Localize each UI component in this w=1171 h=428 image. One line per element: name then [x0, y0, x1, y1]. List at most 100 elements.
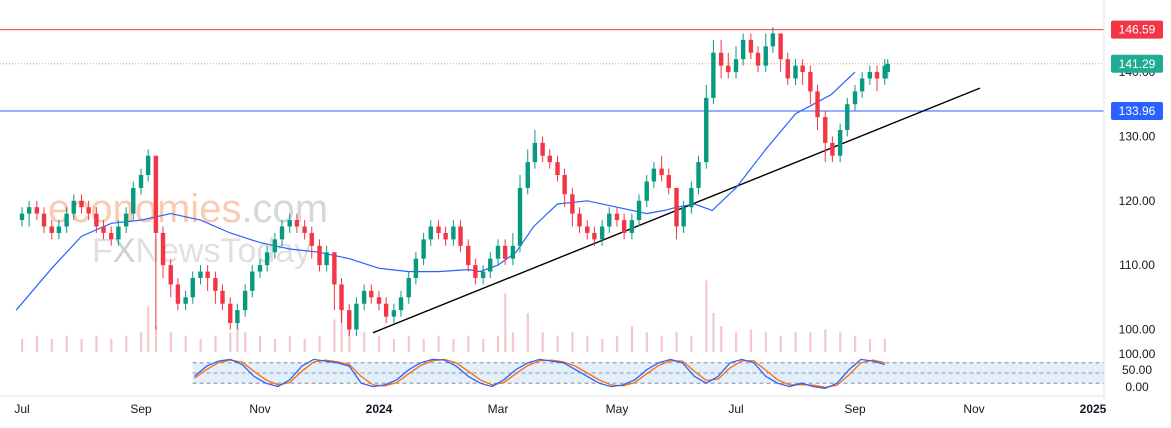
stochastic-tick-label: 100.00 — [1119, 347, 1156, 361]
candle — [517, 175, 523, 253]
candle-body — [94, 213, 99, 227]
candle — [94, 207, 99, 233]
candle-body — [41, 213, 47, 227]
candle-body — [101, 226, 106, 233]
candle — [49, 220, 54, 240]
stochastic-k-line — [194, 358, 885, 389]
candle-body — [726, 65, 731, 73]
candle — [376, 290, 382, 311]
candle — [740, 33, 746, 66]
candle — [34, 200, 40, 221]
candle-body — [733, 59, 739, 73]
candle — [867, 65, 873, 85]
candle — [398, 290, 404, 317]
candle — [324, 245, 329, 272]
candle-body — [183, 297, 188, 304]
candle-body — [116, 226, 121, 240]
candle-body — [398, 297, 404, 311]
candle-body — [882, 65, 887, 79]
candle — [733, 46, 739, 79]
time-tick-label: Nov — [249, 402, 270, 416]
candle-body — [235, 310, 240, 324]
candle-body — [272, 239, 278, 253]
candle — [577, 207, 582, 233]
time-tick-label: May — [606, 402, 629, 416]
candle — [153, 155, 159, 330]
candle-body — [34, 207, 40, 214]
candle — [421, 232, 426, 266]
candle — [770, 27, 776, 53]
watermark-sub-f: F — [92, 232, 113, 270]
candle — [235, 303, 240, 330]
stochastic-oscillator — [192, 358, 1105, 389]
volume-bar — [735, 332, 738, 352]
candle-body — [585, 226, 590, 233]
volume-bar — [541, 332, 544, 352]
candle-body — [64, 213, 69, 227]
candle-body — [562, 175, 567, 195]
candle-body — [748, 39, 754, 53]
price-level-tag-label: 146.59 — [1119, 23, 1156, 37]
candle — [272, 232, 278, 259]
volume-bar — [184, 335, 187, 352]
watermark-brand-suffix: .com — [241, 187, 328, 231]
candle — [644, 175, 649, 208]
candle — [220, 284, 225, 311]
candle-body — [651, 168, 657, 182]
candle — [101, 220, 106, 240]
candle — [808, 65, 813, 105]
candle — [428, 220, 433, 246]
time-tick-label: Mar — [488, 402, 509, 416]
candle — [629, 213, 635, 240]
candle-body — [532, 142, 538, 163]
candle — [495, 239, 501, 266]
candle-body — [644, 181, 649, 201]
candle-body — [466, 245, 471, 266]
candle-body — [495, 245, 501, 259]
candle — [79, 194, 84, 214]
price-level-tag — [1111, 101, 1163, 120]
candle — [242, 284, 248, 317]
candle-body — [837, 129, 843, 156]
candle — [540, 136, 545, 163]
candle-body — [681, 207, 686, 227]
candle — [815, 84, 820, 130]
price-level-tag-label: 141.29 — [1119, 57, 1156, 71]
volume-bar — [630, 326, 634, 352]
volume-bar — [140, 332, 143, 352]
volume-bar — [712, 313, 715, 352]
stochastic-tick-label: 0.00 — [1125, 380, 1149, 394]
volume-bar — [236, 313, 239, 352]
candle — [339, 277, 344, 324]
candle — [488, 252, 493, 278]
candle-body — [815, 91, 820, 118]
candle-body — [19, 213, 25, 221]
candle-body — [674, 187, 679, 227]
candle — [651, 162, 657, 188]
candle — [785, 52, 790, 85]
volume-bar — [147, 306, 150, 352]
volume-bar — [720, 326, 723, 352]
candle — [443, 226, 448, 246]
candle-body — [190, 277, 195, 298]
price-level-lines — [0, 29, 1104, 112]
volume-bar — [110, 339, 113, 352]
candle-body — [845, 104, 850, 130]
volume-bar — [288, 335, 291, 352]
volume-bar — [839, 332, 842, 352]
volume-bar — [303, 339, 306, 352]
candle-body — [830, 142, 835, 156]
candle-body — [718, 52, 724, 66]
candle — [718, 39, 724, 79]
candle-body — [71, 200, 76, 214]
volume-bar — [601, 339, 604, 352]
volume-bar — [65, 335, 68, 352]
time-tick-label: Nov — [963, 402, 984, 416]
stochastic-axis: 100.00 50.00 0.00 — [1119, 347, 1156, 394]
volume-bar — [511, 332, 515, 352]
candle-body — [480, 271, 486, 278]
candle — [71, 194, 76, 221]
candle-body — [153, 155, 159, 233]
volume-bar — [794, 332, 797, 352]
